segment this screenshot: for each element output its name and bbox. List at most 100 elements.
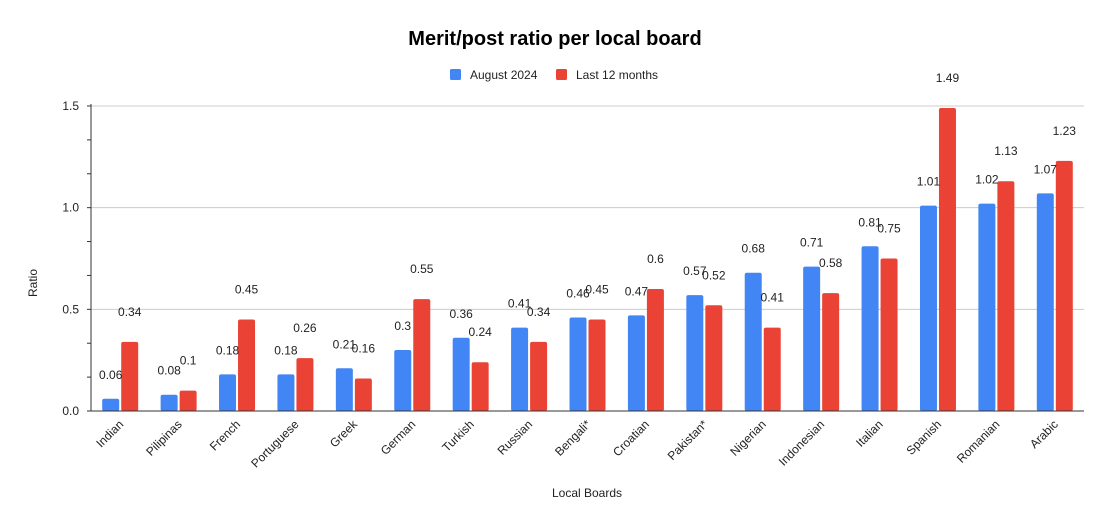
data-label: 0.75 [877,222,901,236]
data-label: 0.24 [468,325,492,339]
bar-august-2024 [102,398,120,411]
bar-last-12-months [938,108,956,412]
data-label: 0.45 [585,283,609,297]
bar-august-2024 [569,317,587,411]
x-category-label: Nigerian [727,417,769,459]
x-category-label: Indian [93,417,126,450]
data-label: 0.71 [800,236,824,250]
y-tick-label: 1.5 [62,99,79,113]
data-label: 0.06 [99,368,123,382]
bar-last-12-months [413,299,431,411]
bar-last-12-months [588,319,606,411]
bar-august-2024 [452,337,470,411]
data-labels: 0.06 0.34 0.080.1 0.18 0.45 0.18 0.26 0.210.16 0… [99,71,1076,382]
bar-last-12-months [822,293,840,411]
x-category-label: Croatian [610,417,652,459]
bar-last-12-months [763,327,781,411]
bar-august-2024 [511,327,529,411]
data-label: 0.16 [352,341,376,355]
bar-august-2024 [277,374,295,411]
x-category-label: Arabic [1027,417,1061,451]
chart-title: Merit/post ratio per local board [408,28,701,50]
x-category-label: Pilipinas [143,417,185,459]
bar-last-12-months [296,358,314,411]
y-tick-label: 0.5 [62,302,79,316]
legend-label: August 2024 [470,68,538,82]
data-label: 0.45 [235,283,259,297]
bar-august-2024 [335,368,353,411]
x-category-label: French [207,417,243,453]
bars [102,108,1073,412]
bar-august-2024 [803,266,821,411]
data-label: 1.13 [994,144,1018,158]
data-label: 0.55 [410,262,434,276]
bar-last-12-months [646,289,664,411]
data-label: 1.07 [1034,162,1058,176]
bar-last-12-months [354,378,372,411]
grid-lines [91,105,1084,310]
bar-august-2024 [160,394,178,411]
bar-last-12-months [471,362,489,411]
legend-swatch [556,69,567,80]
x-category-label: Indonesian [776,417,827,468]
data-label: 0.57 [683,264,707,278]
data-label: 0.18 [274,343,298,357]
data-label: 0.26 [293,321,317,335]
bar-last-12-months [880,258,898,411]
data-label: 0.41 [508,297,532,311]
bar-last-12-months [705,305,723,411]
bar-last-12-months [997,181,1015,411]
x-category-label: Italian [853,417,886,450]
data-label: 0.52 [702,268,726,282]
bar-august-2024 [978,203,996,411]
y-axis-ticks: 0.0 0.5 1.0 1.5 [62,99,91,418]
bar-august-2024 [919,205,937,411]
x-category-label: Bengali* [552,417,594,459]
x-category-label: Russian [495,417,536,458]
bar-last-12-months [238,319,256,411]
bar-august-2024 [861,246,879,411]
legend-label: Last 12 months [576,68,658,82]
data-label: 0.81 [858,215,882,229]
x-category-label: Spanish [904,417,945,458]
x-category-label: Greek [327,417,361,451]
data-label: 0.41 [761,291,785,305]
legend: August 2024 Last 12 months [450,68,658,82]
data-label: 1.49 [936,71,960,85]
data-label: 0.08 [157,364,181,378]
data-label: 0.21 [333,337,357,351]
bar-august-2024 [627,315,645,411]
data-label: 0.68 [742,242,766,256]
y-tick-label: 1.0 [62,201,79,215]
bar-august-2024 [744,272,762,411]
y-axis-title: Ratio [26,269,40,297]
data-label: 0.58 [819,256,843,270]
y-tick-label: 0.0 [62,404,79,418]
bar-last-12-months [530,341,548,411]
x-category-label: Pakistan* [665,417,711,463]
data-label: 0.47 [625,284,649,298]
data-label: 1.01 [917,175,941,189]
data-label: 0.18 [216,343,240,357]
bar-august-2024 [394,350,412,411]
bar-august-2024 [686,295,704,411]
bar-last-12-months [179,390,197,411]
data-label: 1.23 [1053,124,1077,138]
data-label: 0.1 [180,354,197,368]
legend-swatch [450,69,461,80]
bar-last-12-months [121,341,139,411]
data-label: 0.3 [394,319,411,333]
bar-last-12-months [1055,160,1073,411]
x-axis-title: Local Boards [552,486,622,500]
x-axis-categories: Indian Pilipinas French Portuguese Greek Germ… [93,417,1061,471]
data-label: 0.6 [647,252,664,266]
data-label: 0.36 [449,307,473,321]
x-category-label: Romanian [954,417,1003,466]
x-category-label: Portuguese [248,417,302,471]
data-label: 0.34 [118,305,142,319]
bar-august-2024 [219,374,237,411]
x-category-label: Turkish [439,417,476,454]
data-label: 0.34 [527,305,551,319]
data-label: 0.46 [566,286,590,300]
